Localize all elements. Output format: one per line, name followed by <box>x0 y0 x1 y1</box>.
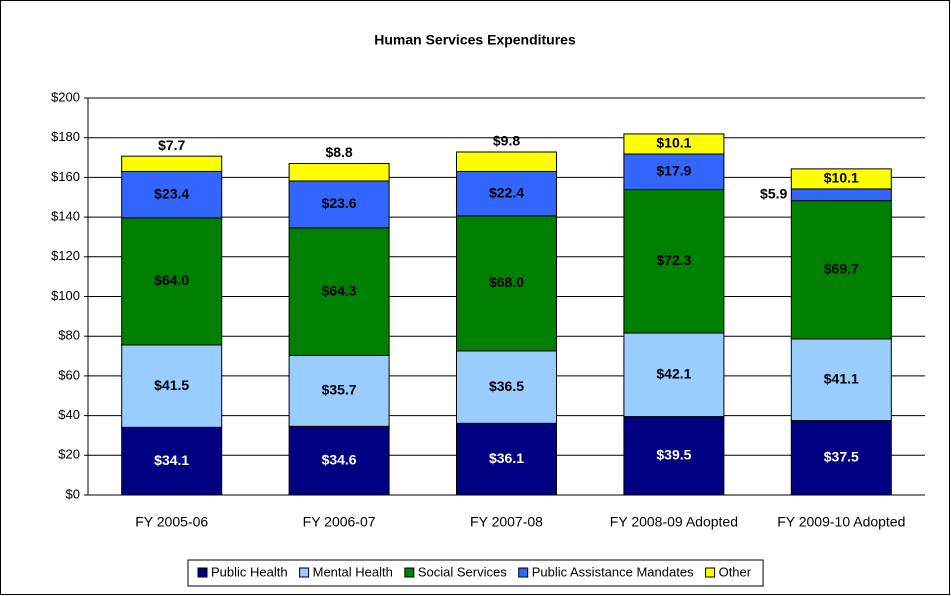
y-tick-label: $200 <box>51 89 80 104</box>
y-tick-label: $180 <box>51 129 80 144</box>
legend-label: Social Services <box>418 564 507 579</box>
bar-segment <box>121 155 223 172</box>
bar-segment <box>288 425 390 496</box>
y-tick-label: $80 <box>58 328 80 343</box>
data-label: $41.5 <box>154 377 189 393</box>
data-label: $9.8 <box>493 133 520 149</box>
data-label: $8.8 <box>325 144 352 160</box>
legend-swatch <box>404 567 415 578</box>
bar-segment <box>623 189 725 334</box>
bar-segment <box>790 188 892 202</box>
legend-swatch <box>518 567 529 578</box>
data-label: $7.7 <box>158 137 185 153</box>
data-label: $64.3 <box>322 282 357 298</box>
y-tick-label: $100 <box>51 288 80 303</box>
y-tick-label: $0 <box>66 486 80 501</box>
legend-label: Mental Health <box>313 564 393 579</box>
data-label: $36.1 <box>489 450 524 466</box>
bar-segment <box>456 170 557 217</box>
bar-segment <box>623 153 725 191</box>
data-label: $23.4 <box>154 185 189 201</box>
data-label: $23.6 <box>322 195 357 211</box>
x-tick-label: FY 2008-09 Adopted <box>610 514 738 530</box>
bar-segment <box>121 344 223 428</box>
legend-label: Public Health <box>211 564 288 579</box>
data-label: $34.1 <box>154 452 189 468</box>
bar-segment <box>288 163 390 182</box>
data-label: $39.5 <box>656 446 691 462</box>
bar-segment <box>288 227 390 356</box>
x-tick-label: FY 2006-07 <box>303 514 376 530</box>
bar-segment <box>790 168 892 190</box>
legend: Public Health Mental Health Social Service… <box>187 559 764 587</box>
legend-swatch <box>197 567 208 578</box>
bar-segment <box>790 200 892 340</box>
data-label: $17.9 <box>656 162 691 178</box>
bar-segment <box>121 426 223 496</box>
bar-segment <box>288 354 390 427</box>
data-label: $37.5 <box>824 448 859 464</box>
data-label: $72.3 <box>656 252 691 268</box>
data-label: $42.1 <box>656 366 691 382</box>
data-label: $69.7 <box>824 261 859 277</box>
bar-segment <box>790 338 892 422</box>
legend-label: Public Assistance Mandates <box>532 564 694 579</box>
y-tick-label: $140 <box>51 209 80 224</box>
y-tick-label: $120 <box>51 248 80 263</box>
bar-segment <box>790 420 892 496</box>
bar-segment <box>456 151 557 172</box>
bar-segment <box>288 180 390 229</box>
bar-segment <box>121 170 223 219</box>
y-tick-label: $20 <box>58 447 80 462</box>
bar-segment <box>623 133 725 155</box>
legend-swatch <box>705 567 716 578</box>
y-tick-label: $40 <box>58 407 80 422</box>
y-tick-label: $60 <box>58 367 80 382</box>
x-tick-label: FY 2009-10 Adopted <box>777 514 905 530</box>
data-label: $64.0 <box>154 272 189 288</box>
y-tick-label: $160 <box>51 169 80 184</box>
bar-segment <box>121 217 223 346</box>
data-label: $5.9 <box>760 185 787 201</box>
data-label: $35.7 <box>322 382 357 398</box>
legend-label: Other <box>719 564 752 579</box>
data-label: $68.0 <box>489 274 524 290</box>
data-label: $10.1 <box>656 135 691 151</box>
legend-swatch <box>299 567 310 578</box>
data-label: $10.1 <box>824 170 859 186</box>
data-label: $22.4 <box>489 184 524 200</box>
x-tick-label: FY 2007-08 <box>470 514 543 530</box>
x-tick-label: FY 2005-06 <box>135 514 208 530</box>
data-label: $36.5 <box>489 378 524 394</box>
bar-segment <box>456 422 557 496</box>
data-label: $41.1 <box>824 370 859 386</box>
legend-box <box>187 559 764 587</box>
chart-title: Human Services Expenditures <box>374 32 576 48</box>
data-label: $34.6 <box>322 451 357 467</box>
